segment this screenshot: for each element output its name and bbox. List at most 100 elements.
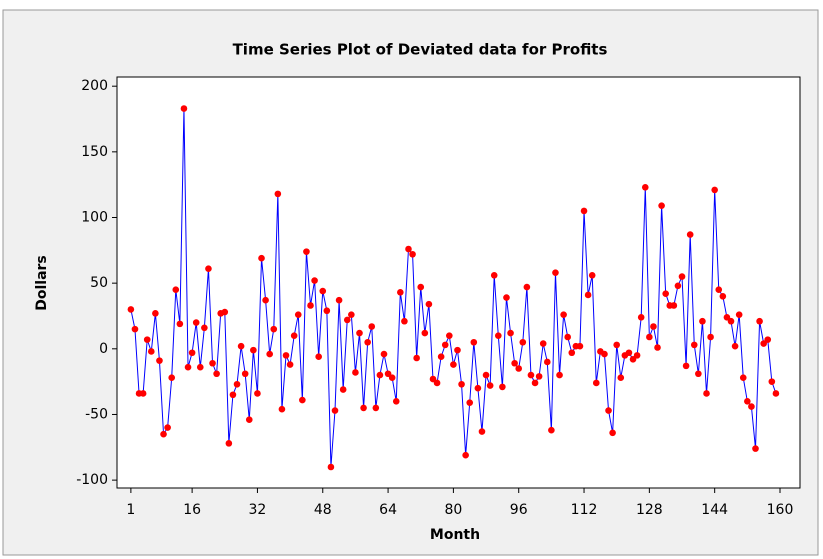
data-point (282, 352, 290, 359)
data-point (384, 370, 392, 378)
data-point (695, 370, 702, 378)
data-point (147, 348, 155, 355)
data-point (519, 338, 527, 346)
data-point (160, 430, 167, 438)
data-point (535, 373, 543, 380)
x-tick-label: 48 (314, 502, 332, 518)
data-point (768, 378, 776, 385)
y-tick-label: -50 (85, 406, 108, 422)
data-point (433, 379, 441, 387)
data-point (233, 380, 241, 388)
data-point (568, 349, 576, 357)
data-point (486, 382, 494, 389)
data-point (331, 407, 339, 414)
data-point (674, 282, 682, 290)
data-point (188, 349, 196, 357)
data-point (478, 428, 486, 435)
data-point (209, 359, 216, 367)
data-point (241, 370, 249, 378)
data-point (699, 317, 706, 325)
data-point (527, 371, 535, 379)
data-point (335, 296, 343, 304)
data-point (719, 292, 727, 300)
data-point (172, 286, 180, 294)
data-point (490, 271, 498, 279)
data-point (372, 404, 380, 412)
data-point (327, 463, 335, 471)
y-tick-label: 200 (81, 78, 108, 94)
data-point (164, 424, 171, 431)
data-point (196, 363, 204, 371)
data-point (266, 350, 273, 358)
data-point (690, 341, 698, 349)
data-point (470, 338, 478, 346)
data-point (584, 291, 592, 299)
data-point (462, 451, 469, 459)
x-tick-label: 144 (701, 502, 728, 518)
data-point (580, 207, 588, 215)
data-point (360, 404, 367, 412)
y-tick-label: 100 (81, 210, 108, 226)
x-tick-label: 112 (571, 502, 598, 518)
data-point (548, 426, 555, 434)
data-point (225, 440, 233, 447)
data-point (625, 349, 633, 357)
data-point (756, 317, 763, 325)
data-point (413, 354, 420, 362)
data-point (156, 357, 163, 364)
data-point (205, 265, 212, 273)
data-point (397, 289, 404, 296)
data-point (735, 311, 743, 318)
data-point (380, 350, 388, 358)
data-point (213, 370, 220, 378)
data-point (429, 375, 437, 383)
data-point (278, 405, 286, 413)
data-point (499, 383, 506, 391)
data-point (437, 353, 445, 360)
data-point (715, 286, 723, 294)
y-tick-label: 0 (99, 341, 108, 357)
data-point (323, 307, 331, 315)
data-point (152, 310, 159, 317)
data-point (319, 287, 327, 295)
data-point (617, 374, 625, 381)
x-tick-label: 16 (183, 502, 201, 518)
data-point (543, 358, 551, 366)
data-point (274, 190, 282, 198)
data-point (641, 184, 649, 191)
data-point (654, 344, 661, 351)
data-point (723, 313, 731, 321)
data-point (446, 332, 453, 339)
data-point (703, 390, 710, 397)
x-tick-label: 96 (510, 502, 528, 518)
data-point (454, 346, 461, 354)
data-point (637, 313, 645, 321)
data-point (168, 374, 176, 381)
plot-area (116, 76, 801, 489)
data-point (201, 324, 208, 332)
data-point (629, 356, 637, 363)
data-point (503, 294, 510, 301)
data-point (748, 403, 755, 410)
data-point (588, 271, 596, 279)
x-tick-label: 64 (379, 502, 397, 518)
data-point (727, 317, 735, 325)
data-point (658, 202, 665, 209)
data-point (458, 380, 465, 388)
data-point (262, 296, 269, 304)
data-point (576, 342, 584, 350)
data-point (678, 273, 686, 280)
data-point (441, 341, 449, 349)
data-point (364, 338, 371, 346)
x-tick-label: 80 (444, 502, 462, 518)
x-tick-label: 32 (249, 502, 267, 518)
data-point (482, 371, 490, 379)
chart-title: Time Series Plot of Deviated data for Pr… (233, 41, 608, 59)
data-point (368, 323, 376, 330)
data-point (139, 390, 147, 397)
data-point (352, 369, 359, 376)
data-point (662, 290, 669, 297)
data-point (646, 333, 653, 341)
